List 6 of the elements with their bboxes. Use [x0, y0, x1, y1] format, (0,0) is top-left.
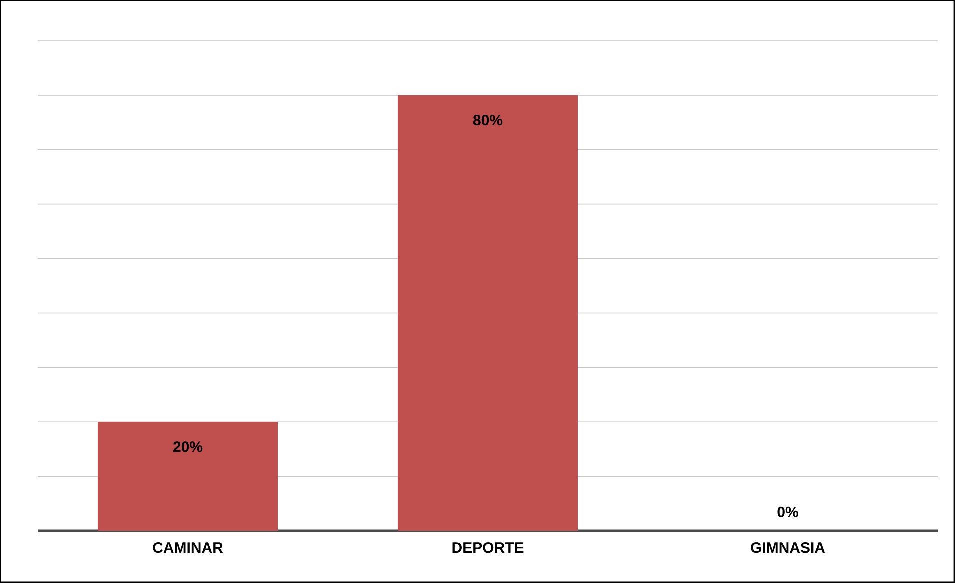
x-tick-label: CAMINAR: [153, 542, 224, 554]
x-tick-label: GIMNASIA: [751, 542, 826, 554]
data-label: 0%: [778, 506, 798, 518]
data-label: 20%: [174, 442, 203, 452]
x-tick-label: DEPORTE: [452, 542, 524, 554]
data-label: 80%: [473, 114, 503, 126]
